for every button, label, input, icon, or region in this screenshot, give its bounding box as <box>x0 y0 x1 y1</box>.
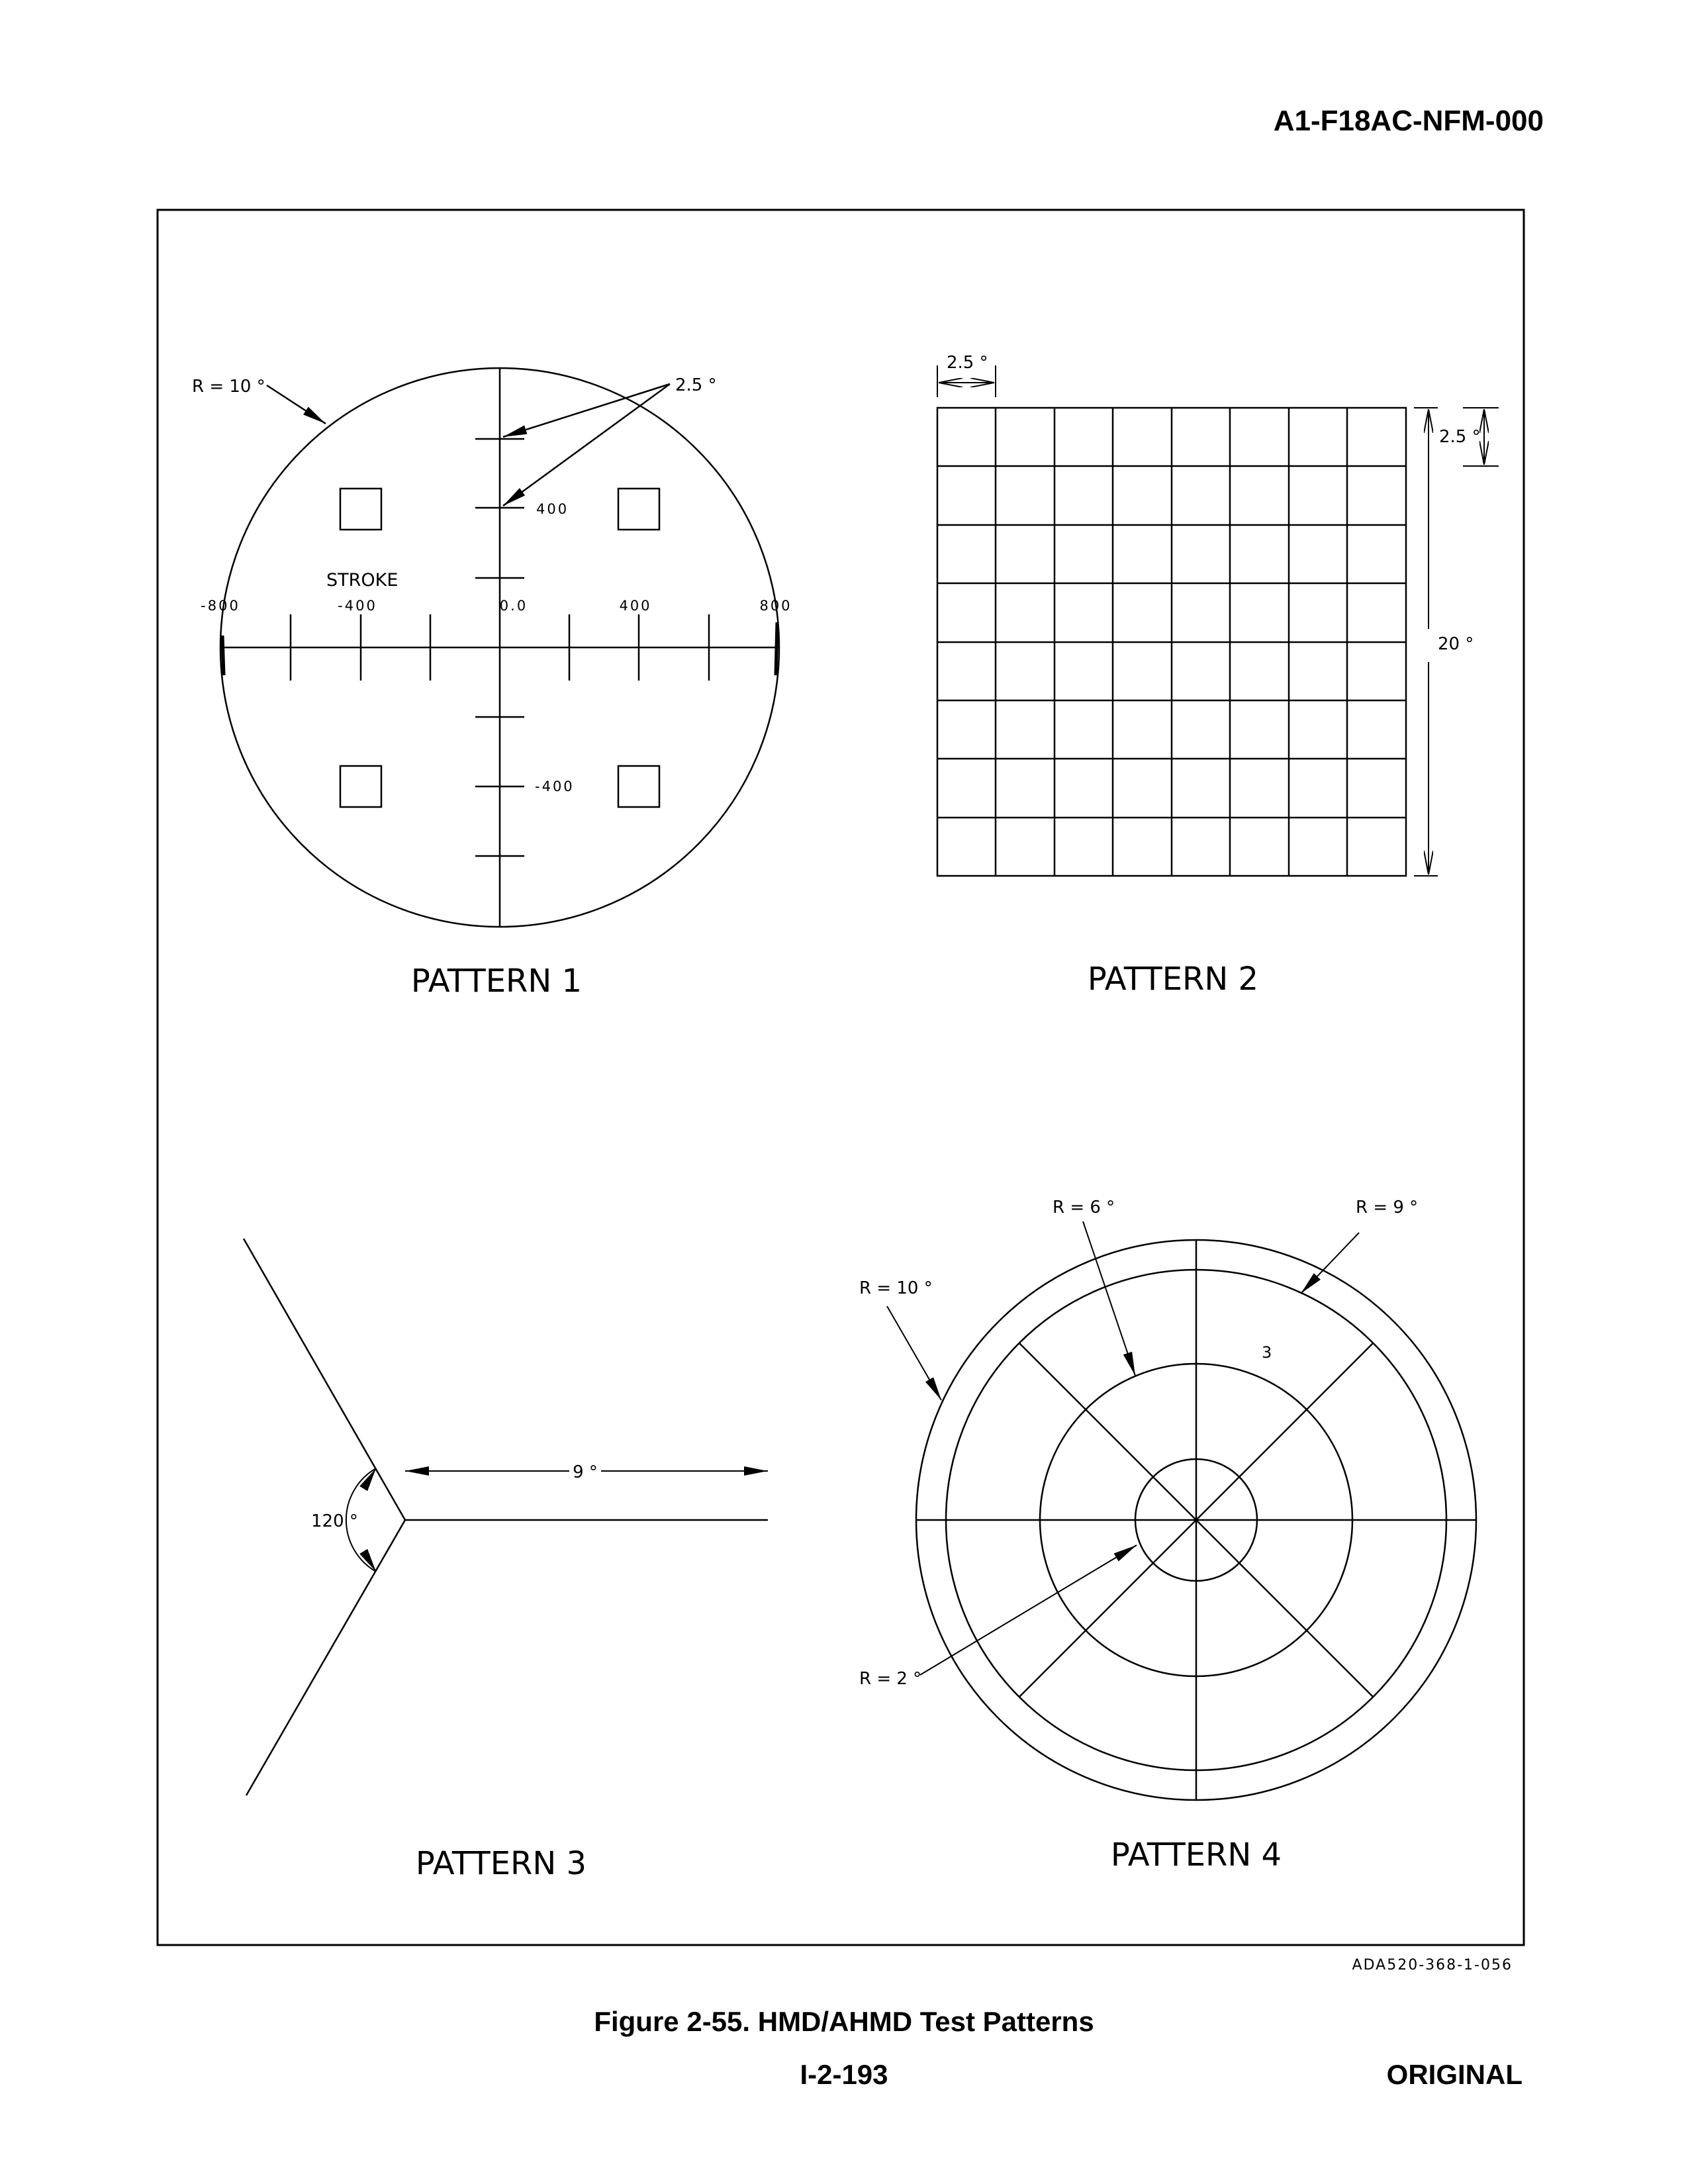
pattern1-x-label-3: 400 <box>619 598 651 614</box>
pattern1-mode-label: STROKE <box>326 570 398 591</box>
pattern-2 <box>936 365 1499 877</box>
pattern3-length-label: 9 ° <box>573 1462 598 1482</box>
pattern1-square-tl <box>339 487 383 531</box>
pattern1-x-label-4: 800 <box>759 598 792 614</box>
pattern-4 <box>886 1221 1477 1801</box>
pattern1-x-label-2: 0.0 <box>500 598 528 614</box>
pattern1-y-label-0: 400 <box>536 501 569 517</box>
pattern1-square-tr <box>617 487 661 531</box>
pattern1-y-label-1: -400 <box>535 779 575 794</box>
page-number: I-2-193 <box>800 2059 888 2090</box>
pattern4-r9-label: R = 9 ° <box>1356 1198 1418 1217</box>
pattern3-upper-arm <box>242 1238 406 1521</box>
document-id: A1-F18AC-NFM-000 <box>1273 105 1544 137</box>
pattern1-tick-spacing-label: 2.5 ° <box>675 375 717 395</box>
document-status: ORIGINAL <box>1386 2059 1523 2090</box>
pattern4-title: PATTERN 4 <box>1111 1836 1282 1874</box>
pattern-3 <box>242 1238 768 1796</box>
pattern4-r10-label: R = 10 ° <box>859 1278 933 1298</box>
pattern4-r6-label: R = 6 ° <box>1053 1198 1115 1217</box>
pattern1-radius-label: R = 10 ° <box>192 377 265 397</box>
figure-frame <box>156 209 1525 1946</box>
pattern4-r2-label: R = 2 ° <box>859 1669 921 1689</box>
drawing-id: ADA520-368-1-056 <box>1352 1957 1513 1973</box>
pattern1-x-label-0: -800 <box>201 598 240 614</box>
pattern4-sector-label: 3 <box>1262 1343 1272 1362</box>
pattern1-title: PATTERN 1 <box>411 963 582 1000</box>
pattern1-square-bl <box>339 765 383 808</box>
pattern1-x-label-1: -400 <box>338 598 377 614</box>
pattern1-square-br <box>617 765 661 808</box>
figure-caption: Figure 2-55. HMD/AHMD Test Patterns <box>594 2006 1094 2037</box>
pattern3-title: PATTERN 3 <box>416 1845 586 1882</box>
pattern3-angle-label: 120 ° <box>311 1511 358 1531</box>
pattern2-total-height-label: 20 ° <box>1438 634 1474 654</box>
pattern2-title: PATTERN 2 <box>1088 961 1258 998</box>
pattern3-lower-arm <box>245 1519 406 1796</box>
pattern-1 <box>219 367 780 928</box>
pattern2-cell-width-label: 2.5 ° <box>947 353 988 373</box>
pattern2-cell-height-label: 2.5 ° <box>1439 427 1481 447</box>
